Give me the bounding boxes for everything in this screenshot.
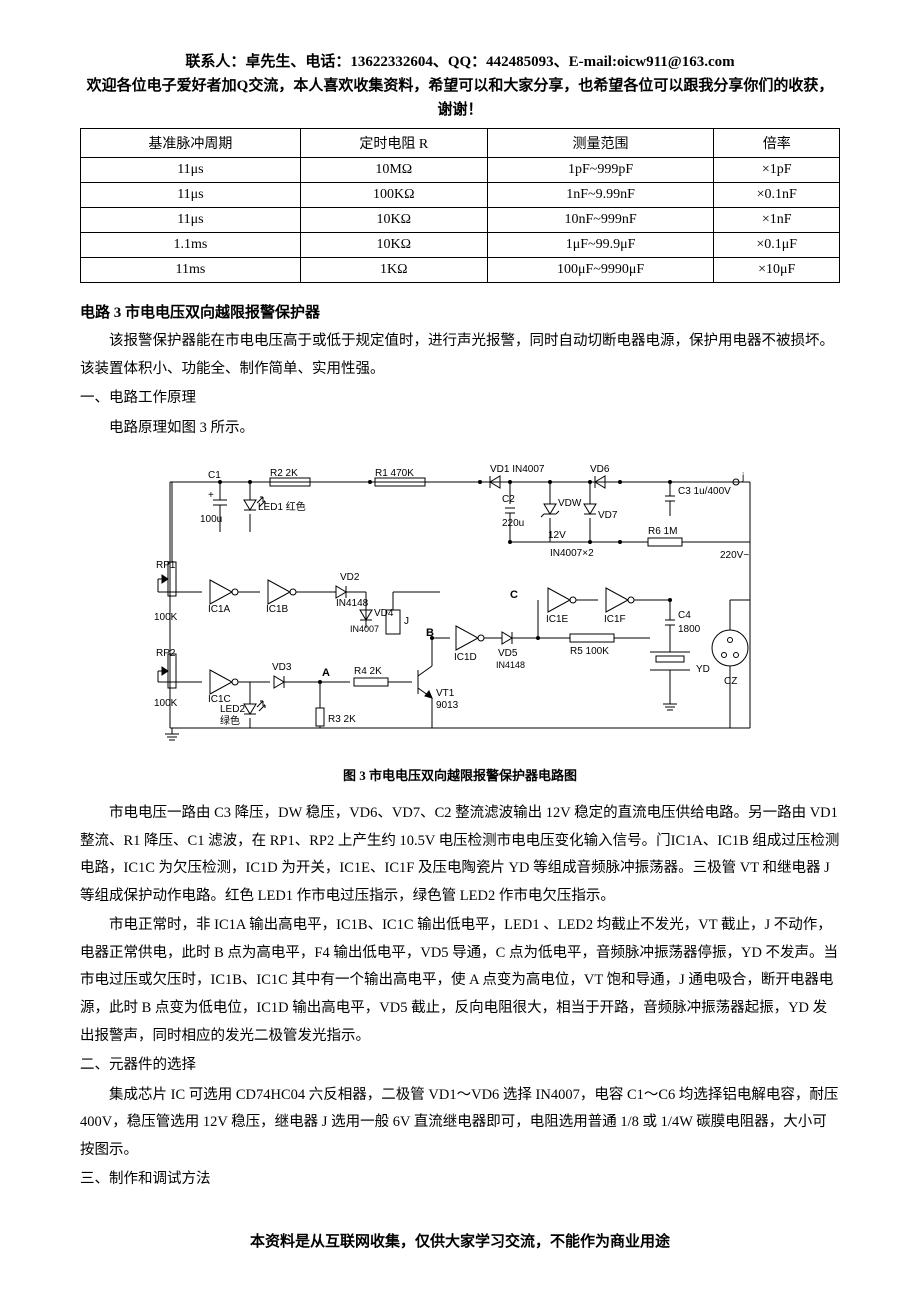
- col-resistor: 定时电阻 R: [300, 129, 487, 158]
- table-row: 11μs 100KΩ 1nF~9.99nF ×0.1nF: [81, 183, 840, 208]
- figure-3-caption: 图 3 市电电压双向越限报警保护器电路图: [80, 765, 840, 784]
- para-b1: 市电电压一路由 C3 降压，DW 稳压，VD6、VD7、C2 整流滤波输出 12…: [80, 800, 840, 910]
- table-row: 11μs 10KΩ 10nF~999nF ×1nF: [81, 208, 840, 233]
- svg-text:J: J: [404, 616, 409, 627]
- svg-text:IN4007×2: IN4007×2: [550, 548, 594, 559]
- cell: 1nF~9.99nF: [487, 183, 714, 208]
- cell: 100KΩ: [300, 183, 487, 208]
- contact-line-1: 联系人：卓先生、电话：13622332604、QQ：442485093、E-ma…: [80, 50, 840, 74]
- section-3-title: 三、制作和调试方法: [80, 1166, 840, 1194]
- svg-text:VD1 IN4007: VD1 IN4007: [490, 464, 545, 475]
- figure-3: + C1 100u R2 2K R1 470K VD1 IN4007 VD6 C3 1u/40…: [80, 460, 840, 755]
- svg-text:C3 1u/400V: C3 1u/400V: [678, 486, 731, 497]
- schematic-svg: + C1 100u R2 2K R1 470K VD1 IN4007 VD6 C3 1u/40…: [150, 460, 770, 750]
- col-multiplier: 倍率: [714, 129, 840, 158]
- svg-text:j: j: [741, 472, 744, 483]
- svg-text:VT1: VT1: [436, 688, 455, 699]
- svg-text:+: +: [208, 490, 214, 501]
- svg-text:100K: 100K: [154, 612, 178, 623]
- table-row: 1.1ms 10KΩ 1μF~99.9μF ×0.1μF: [81, 233, 840, 258]
- table-row: 11μs 10MΩ 1pF~999pF ×1pF: [81, 158, 840, 183]
- cell: 10MΩ: [300, 158, 487, 183]
- section-2-title: 二、元器件的选择: [80, 1052, 840, 1080]
- cell: 1pF~999pF: [487, 158, 714, 183]
- cell: ×0.1μF: [714, 233, 840, 258]
- svg-text:220V~: 220V~: [720, 550, 749, 561]
- svg-text:100K: 100K: [154, 698, 178, 709]
- measurement-table: 基准脉冲周期 定时电阻 R 测量范围 倍率 11μs 10MΩ 1pF~999p…: [80, 128, 840, 283]
- svg-text:C2: C2: [502, 494, 515, 505]
- svg-text:VD3: VD3: [272, 662, 292, 673]
- svg-text:绿色: 绿色: [220, 714, 240, 727]
- svg-text:R1 470K: R1 470K: [375, 468, 414, 479]
- cell: 10KΩ: [300, 208, 487, 233]
- table-header-row: 基准脉冲周期 定时电阻 R 测量范围 倍率: [81, 129, 840, 158]
- svg-text:VDW: VDW: [558, 498, 582, 509]
- svg-text:IN4007: IN4007: [350, 624, 379, 634]
- svg-text:9013: 9013: [436, 700, 459, 711]
- svg-text:VD7: VD7: [598, 510, 618, 521]
- cell: 11μs: [81, 158, 301, 183]
- svg-text:IC1A: IC1A: [208, 604, 231, 615]
- para-c1: 集成芯片 IC 可选用 CD74HC04 六反相器，二极管 VD1～VD6 选择…: [80, 1082, 840, 1165]
- svg-text:IN4148: IN4148: [336, 598, 369, 609]
- svg-text:LED2: LED2: [220, 704, 245, 715]
- svg-text:IC1B: IC1B: [266, 604, 289, 615]
- section-1-line: 电路原理如图 3 所示。: [80, 415, 840, 443]
- cell: 10KΩ: [300, 233, 487, 258]
- svg-text:IC1E: IC1E: [546, 614, 569, 625]
- cell: 10nF~999nF: [487, 208, 714, 233]
- svg-text:IC1F: IC1F: [604, 614, 626, 625]
- svg-text:C: C: [510, 589, 518, 601]
- svg-text:R5 100K: R5 100K: [570, 646, 609, 657]
- circuit-3-intro: 该报警保护器能在市电电压高于或低于规定值时，进行声光报警，同时自动切断电器电源，…: [80, 328, 840, 383]
- table-row: 11ms 1KΩ 100μF~9990μF ×10μF: [81, 258, 840, 283]
- contact-line-2: 欢迎各位电子爱好者加Q交流，本人喜欢收集资料，希望可以和大家分享，也希望各位可以…: [80, 74, 840, 122]
- svg-text:VD2: VD2: [340, 572, 360, 583]
- svg-text:CZ: CZ: [724, 676, 737, 687]
- col-range: 测量范围: [487, 129, 714, 158]
- svg-text:R4 2K: R4 2K: [354, 666, 382, 677]
- svg-text:1800: 1800: [678, 624, 701, 635]
- svg-text:A: A: [322, 667, 330, 679]
- cell: 11ms: [81, 258, 301, 283]
- para-b2: 市电正常时，非 IC1A 输出高电平，IC1B、IC1C 输出低电平，LED1 …: [80, 912, 840, 1050]
- cell: 1KΩ: [300, 258, 487, 283]
- svg-text:220u: 220u: [502, 518, 524, 529]
- svg-text:IC1D: IC1D: [454, 652, 477, 663]
- svg-text:C1: C1: [208, 470, 221, 481]
- svg-text:R6 1M: R6 1M: [648, 526, 677, 537]
- svg-text:IN4148: IN4148: [496, 660, 525, 670]
- svg-text:100u: 100u: [200, 514, 222, 525]
- cell: 100μF~9990μF: [487, 258, 714, 283]
- circuit-3-title: 电路 3 市电电压双向越限报警保护器: [80, 301, 840, 322]
- svg-text:R2 2K: R2 2K: [270, 468, 298, 479]
- header-contact: 联系人：卓先生、电话：13622332604、QQ：442485093、E-ma…: [80, 50, 840, 122]
- svg-text:YD: YD: [696, 664, 710, 675]
- cell: 1μF~99.9μF: [487, 233, 714, 258]
- svg-text:VD6: VD6: [590, 464, 610, 475]
- cell: ×1nF: [714, 208, 840, 233]
- svg-text:C4: C4: [678, 610, 691, 621]
- svg-text:LED1 红色: LED1 红色: [258, 500, 306, 513]
- footer-note: 本资料是从互联网收集，仅供大家学习交流，不能作为商业用途: [80, 1230, 840, 1251]
- section-1-title: 一、电路工作原理: [80, 385, 840, 413]
- col-period: 基准脉冲周期: [81, 129, 301, 158]
- cell: 11μs: [81, 183, 301, 208]
- cell: ×1pF: [714, 158, 840, 183]
- cell: 1.1ms: [81, 233, 301, 258]
- cell: ×0.1nF: [714, 183, 840, 208]
- cell: ×10μF: [714, 258, 840, 283]
- svg-text:VD5: VD5: [498, 648, 518, 659]
- svg-text:R3 2K: R3 2K: [328, 714, 356, 725]
- cell: 11μs: [81, 208, 301, 233]
- svg-text:12V: 12V: [548, 530, 566, 541]
